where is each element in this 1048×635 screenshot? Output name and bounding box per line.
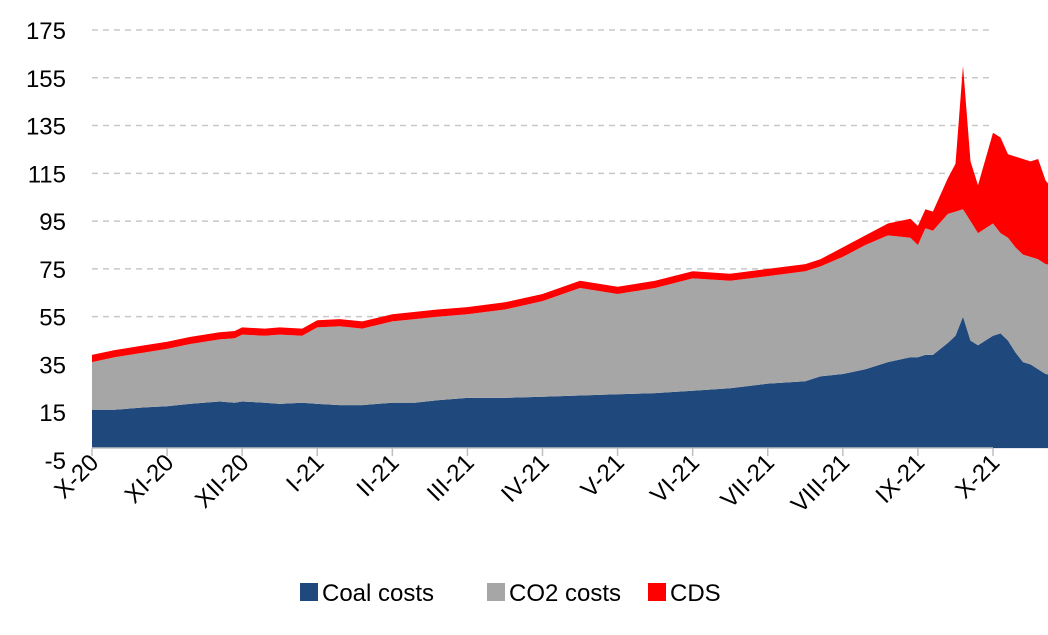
- x-tick-label: V-21: [576, 449, 630, 503]
- y-tick-label: -5: [45, 448, 66, 475]
- legend: Coal costs CO2 costs CDS: [300, 580, 721, 607]
- x-tick-label: VIII-21: [786, 449, 855, 518]
- x-tick-label: I-21: [281, 449, 329, 497]
- legend-swatch: [648, 583, 666, 601]
- x-tick-label: XII-20: [190, 449, 254, 513]
- y-axis: -5 15 35 55 75 95 115 135 155 175: [26, 18, 66, 475]
- x-tick-label: X-21: [950, 449, 1005, 504]
- area-co2-costs: [92, 209, 1048, 410]
- y-tick-label: 15: [39, 400, 66, 427]
- area-series: [92, 65, 1048, 449]
- legend-swatch: [300, 583, 318, 601]
- y-tick-label: 175: [26, 18, 66, 45]
- legend-swatch: [487, 583, 505, 601]
- legend-label: CO2 costs: [509, 580, 621, 607]
- legend-label: Coal costs: [322, 580, 434, 607]
- x-tick-label: IV-21: [496, 449, 555, 508]
- x-tick-label: II-21: [352, 449, 405, 502]
- x-tick-label: III-21: [422, 449, 480, 507]
- y-tick-label: 155: [26, 66, 66, 93]
- x-tick-label: VII-21: [716, 449, 780, 513]
- y-tick-label: 35: [39, 352, 66, 379]
- x-axis: X-20 XI-20 XII-20 I-21 II-21 III-21 IV-21 V-21 V…: [49, 447, 1005, 518]
- area-coal-costs: [92, 316, 1048, 449]
- y-tick-label: 135: [26, 114, 66, 141]
- x-tick-label: IX-21: [870, 449, 930, 509]
- x-tick-label: VI-21: [645, 449, 705, 509]
- legend-label: CDS: [670, 580, 721, 607]
- y-tick-label: 55: [39, 305, 66, 332]
- y-tick-label: 115: [28, 161, 66, 188]
- x-tick-label: XI-20: [120, 449, 180, 509]
- y-tick-label: 75: [39, 257, 66, 284]
- y-tick-label: 95: [39, 209, 66, 236]
